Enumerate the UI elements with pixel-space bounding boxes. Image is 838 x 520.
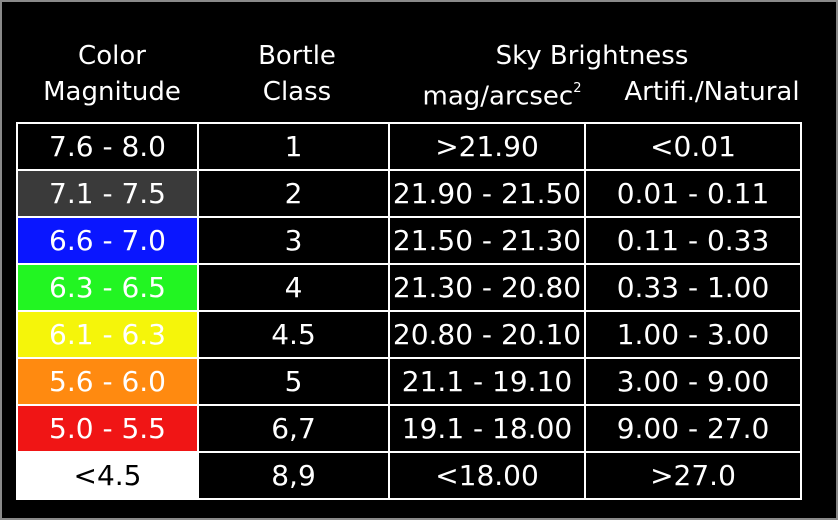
sky-brightness-cell: 21.90 - 21.50 xyxy=(388,169,586,218)
bortle-class-cell: 1 xyxy=(197,122,390,171)
table-row: 6.6 - 7.0 3 21.50 - 21.30 0.11 - 0.33 xyxy=(16,216,802,265)
artificial-natural-cell: 0.01 - 0.11 xyxy=(584,169,802,218)
artificial-natural-cell: >27.0 xyxy=(584,451,802,500)
sky-brightness-cell: 21.50 - 21.30 xyxy=(388,216,586,265)
table-row: 7.1 - 7.5 2 21.90 - 21.50 0.01 - 0.11 xyxy=(16,169,802,218)
magnitude-cell: 6.3 - 6.5 xyxy=(16,263,199,312)
sky-brightness-cell: 21.30 - 20.80 xyxy=(388,263,586,312)
header-mag-arcsec-text: mag/arcsec xyxy=(422,81,574,112)
table-row: 6.3 - 6.5 4 21.30 - 20.80 0.33 - 1.00 xyxy=(16,263,802,312)
sky-brightness-cell: 20.80 - 20.10 xyxy=(388,310,586,359)
artificial-natural-cell: 0.11 - 0.33 xyxy=(584,216,802,265)
sky-brightness-cell: <18.00 xyxy=(388,451,586,500)
sky-brightness-cell: 19.1 - 18.00 xyxy=(388,404,586,453)
bortle-class-cell: 4 xyxy=(197,263,390,312)
header-color-line1: Color xyxy=(78,41,146,71)
header-mag-arcsec: mag/arcsec2 xyxy=(402,74,602,115)
header-bortle-class: Bortle Class xyxy=(207,38,387,110)
artificial-natural-cell: 9.00 - 27.0 xyxy=(584,404,802,453)
header-class-line2: Class xyxy=(262,77,332,107)
header-artificial-natural: Artifi./Natural xyxy=(624,77,800,107)
bortle-class-cell: 4.5 xyxy=(197,310,390,359)
bortle-class-cell: 6,7 xyxy=(197,404,390,453)
magnitude-cell: 6.1 - 6.3 xyxy=(16,310,199,359)
header-magnitude-line2: Magnitude xyxy=(43,77,181,107)
sky-brightness-cell: >21.90 xyxy=(388,122,586,171)
magnitude-cell: 6.6 - 7.0 xyxy=(16,216,199,265)
bortle-class-cell: 2 xyxy=(197,169,390,218)
bortle-table-body: 7.6 - 8.0 1 >21.90 <0.01 7.1 - 7.5 2 21.… xyxy=(16,122,802,500)
artificial-natural-cell: 1.00 - 3.00 xyxy=(584,310,802,359)
header-color-magnitude: Color Magnitude xyxy=(22,38,202,110)
table-row: 5.0 - 5.5 6,7 19.1 - 18.00 9.00 - 27.0 xyxy=(16,404,802,453)
bortle-class-cell: 8,9 xyxy=(197,451,390,500)
magnitude-cell: <4.5 xyxy=(16,451,199,500)
table-row: 5.6 - 6.0 5 21.1 - 19.10 3.00 - 9.00 xyxy=(16,357,802,406)
sky-brightness-cell: 21.1 - 19.10 xyxy=(388,357,586,406)
artificial-natural-cell: 3.00 - 9.00 xyxy=(584,357,802,406)
table-row: 6.1 - 6.3 4.5 20.80 - 20.10 1.00 - 3.00 xyxy=(16,310,802,359)
header-sky-brightness: Sky Brightness xyxy=(495,41,689,71)
magnitude-cell: 7.6 - 8.0 xyxy=(16,122,199,171)
artificial-natural-cell: 0.33 - 1.00 xyxy=(584,263,802,312)
bortle-class-cell: 5 xyxy=(197,357,390,406)
header-bortle-line1: Bortle xyxy=(258,41,336,71)
table-row: 7.6 - 8.0 1 >21.90 <0.01 xyxy=(16,122,802,171)
magnitude-cell: 5.6 - 6.0 xyxy=(16,357,199,406)
magnitude-cell: 5.0 - 5.5 xyxy=(16,404,199,453)
table-row: <4.5 8,9 <18.00 >27.0 xyxy=(16,451,802,500)
magnitude-cell: 7.1 - 7.5 xyxy=(16,169,199,218)
artificial-natural-cell: <0.01 xyxy=(584,122,802,171)
header-mag-arcsec-exponent: 2 xyxy=(573,81,582,96)
bortle-class-cell: 3 xyxy=(197,216,390,265)
bortle-table: 7.6 - 8.0 1 >21.90 <0.01 7.1 - 7.5 2 21.… xyxy=(16,122,802,500)
